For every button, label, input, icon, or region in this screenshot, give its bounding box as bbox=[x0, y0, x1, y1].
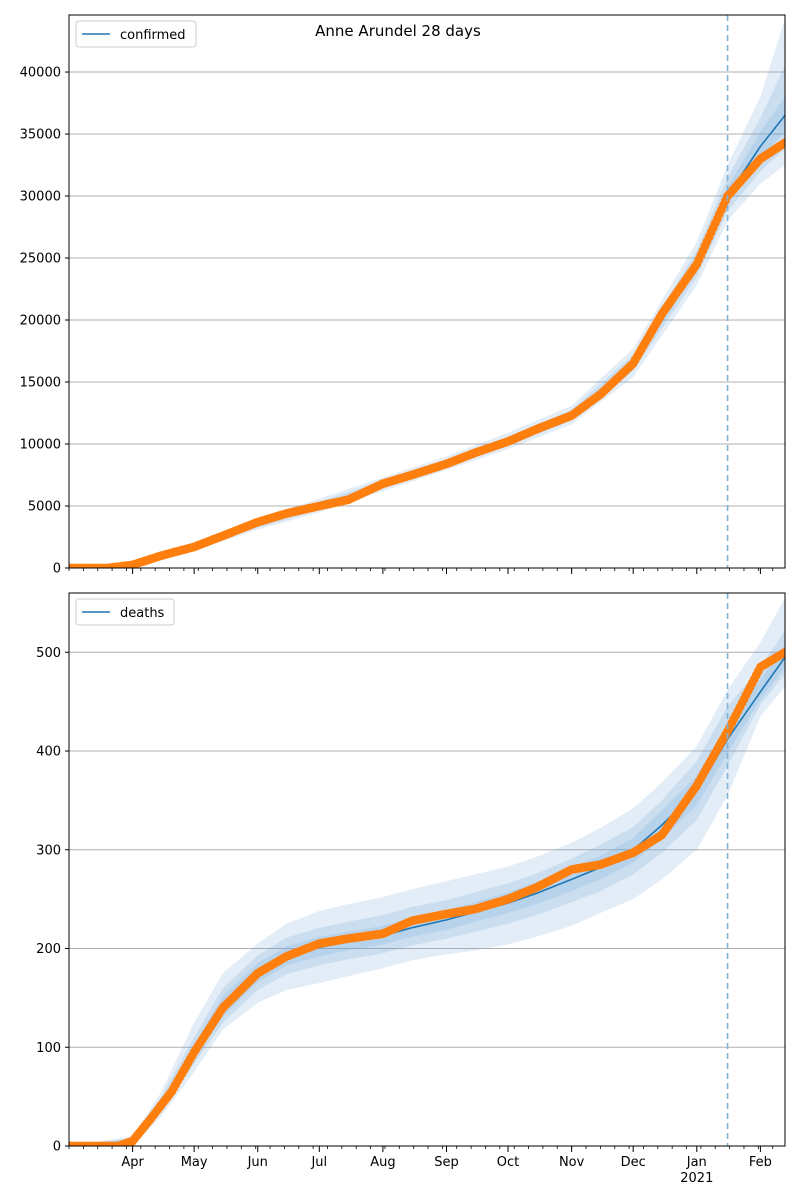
confirmed-observed-point bbox=[780, 138, 785, 148]
confirmed-y-tick-label: 35000 bbox=[20, 128, 61, 143]
deaths-x-axis: Apr May Jun Jul Aug Sep Oct Nov Dec Jan Feb bbox=[68, 1146, 774, 1170]
confirmed-y-tick-label: 15000 bbox=[20, 376, 61, 391]
confirmed-panel: 0 5000 10000 15000 20000 25000 30000 35000 40000… bbox=[20, 14, 786, 577]
confirmed-plot-frame bbox=[68, 14, 786, 569]
deaths-y-tick-label: 100 bbox=[36, 1041, 61, 1056]
deaths-legend-label: deaths bbox=[120, 606, 165, 621]
deaths-y-axis: 0 100 200 300 400 500 bbox=[36, 646, 69, 1155]
figure-title: Anne Arundel 28 days bbox=[315, 22, 481, 40]
confirmed-y-tick-label: 30000 bbox=[20, 190, 61, 205]
deaths-x-tick-label: Feb bbox=[749, 1155, 772, 1170]
deaths-x-tick-label: Dec bbox=[621, 1155, 646, 1170]
confirmed-gridlines bbox=[69, 71, 785, 507]
deaths-observed-series bbox=[69, 647, 785, 1146]
confirmed-y-tick-label: 40000 bbox=[20, 66, 61, 81]
deaths-x-tick-label: Apr bbox=[121, 1155, 144, 1170]
deaths-legend: deaths bbox=[75, 598, 175, 626]
confirmed-y-tick-label: 0 bbox=[53, 562, 61, 577]
deaths-x-tick-label: Sep bbox=[434, 1155, 459, 1170]
deaths-x-tick-label: Jul bbox=[310, 1155, 327, 1170]
deaths-legend-box bbox=[75, 598, 175, 626]
confirmed-y-tick-label: 10000 bbox=[20, 438, 61, 453]
confirmed-y-tick-label: 25000 bbox=[20, 252, 61, 267]
deaths-x-tick-label: Jan bbox=[686, 1155, 707, 1170]
deaths-x-tick-label: Aug bbox=[370, 1155, 395, 1170]
deaths-observed-point bbox=[780, 647, 785, 657]
deaths-gridlines bbox=[69, 651, 785, 1048]
deaths-x-tick-label: Oct bbox=[497, 1155, 519, 1170]
deaths-panel: 0 100 200 300 400 500 Apr May Jun Jul Aug Sep Oct No… bbox=[36, 592, 786, 1170]
confirmed-y-tick-label: 20000 bbox=[20, 314, 61, 329]
deaths-y-tick-label: 300 bbox=[36, 843, 61, 858]
confirmed-legend-box bbox=[75, 20, 197, 48]
deaths-x-tick-label: Jun bbox=[247, 1155, 268, 1170]
confirmed-legend-label: confirmed bbox=[120, 28, 186, 43]
deaths-plot-frame bbox=[68, 592, 786, 1147]
x-axis-year-label: 2021 bbox=[680, 1171, 713, 1186]
confirmed-legend: confirmed bbox=[75, 20, 197, 48]
deaths-y-tick-label: 400 bbox=[36, 745, 61, 760]
deaths-y-tick-label: 500 bbox=[36, 646, 61, 661]
deaths-y-tick-label: 200 bbox=[36, 942, 61, 957]
deaths-x-tick-label: May bbox=[181, 1155, 208, 1170]
confirmed-y-tick-label: 5000 bbox=[28, 500, 61, 515]
confirmed-lines bbox=[69, 114, 785, 568]
deaths-x-tick-label: Nov bbox=[559, 1155, 585, 1170]
confirmed-x-axis bbox=[68, 568, 774, 574]
confirmed-observed-series bbox=[69, 138, 785, 568]
deaths-uncertainty-bands bbox=[69, 597, 785, 1146]
deaths-y-tick-label: 0 bbox=[53, 1140, 61, 1155]
confirmed-y-axis: 0 5000 10000 15000 20000 25000 30000 35000 40000 bbox=[20, 66, 69, 577]
deaths-lines bbox=[69, 647, 785, 1146]
deaths-uncertainty-band-1 bbox=[69, 597, 785, 1146]
